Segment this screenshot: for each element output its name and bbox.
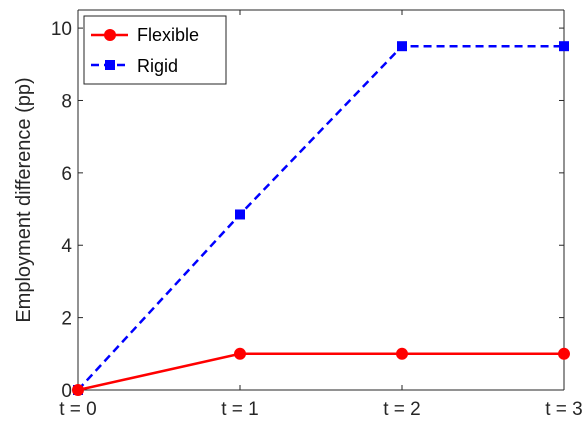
y-axis-label: Employment difference (pp) [13,77,35,322]
legend-flexible-marker [104,29,116,41]
x-tick-label: t = 2 [383,399,421,420]
legend-rigid-marker [105,60,115,70]
y-tick-label: 6 [61,164,72,185]
legend-box [83,15,227,85]
y-tick-label: 2 [61,309,72,330]
series-flexible-point [72,384,84,396]
x-tick-label: t = 3 [545,399,583,420]
y-tick-label: 0 [61,381,72,402]
series-rigid-point [235,209,245,220]
y-tick-label: 4 [61,236,72,257]
series-flexible-point [558,347,570,360]
series-rigid-line [77,44,564,391]
x-tick-label: t = 1 [221,399,259,420]
tick-labels: 0 2 4 6 8 10 t = 0 t = 1 t = 2 t = 3 [51,19,583,420]
series-flexible-point [234,347,246,360]
x-tick-label: t = 0 [59,399,97,420]
series-flexible-line [77,352,564,392]
legend-rigid-label: Rigid [137,56,178,76]
series-flexible-point [396,347,408,360]
legend: Flexible Rigid [83,15,227,85]
y-tick-label: 10 [51,19,72,40]
legend-flexible-label: Flexible [137,25,199,45]
series-layer [72,41,570,396]
axes [77,9,565,391]
y-tick-label: 8 [61,91,72,112]
series-rigid-point [397,41,407,52]
series-rigid-point [559,41,569,52]
